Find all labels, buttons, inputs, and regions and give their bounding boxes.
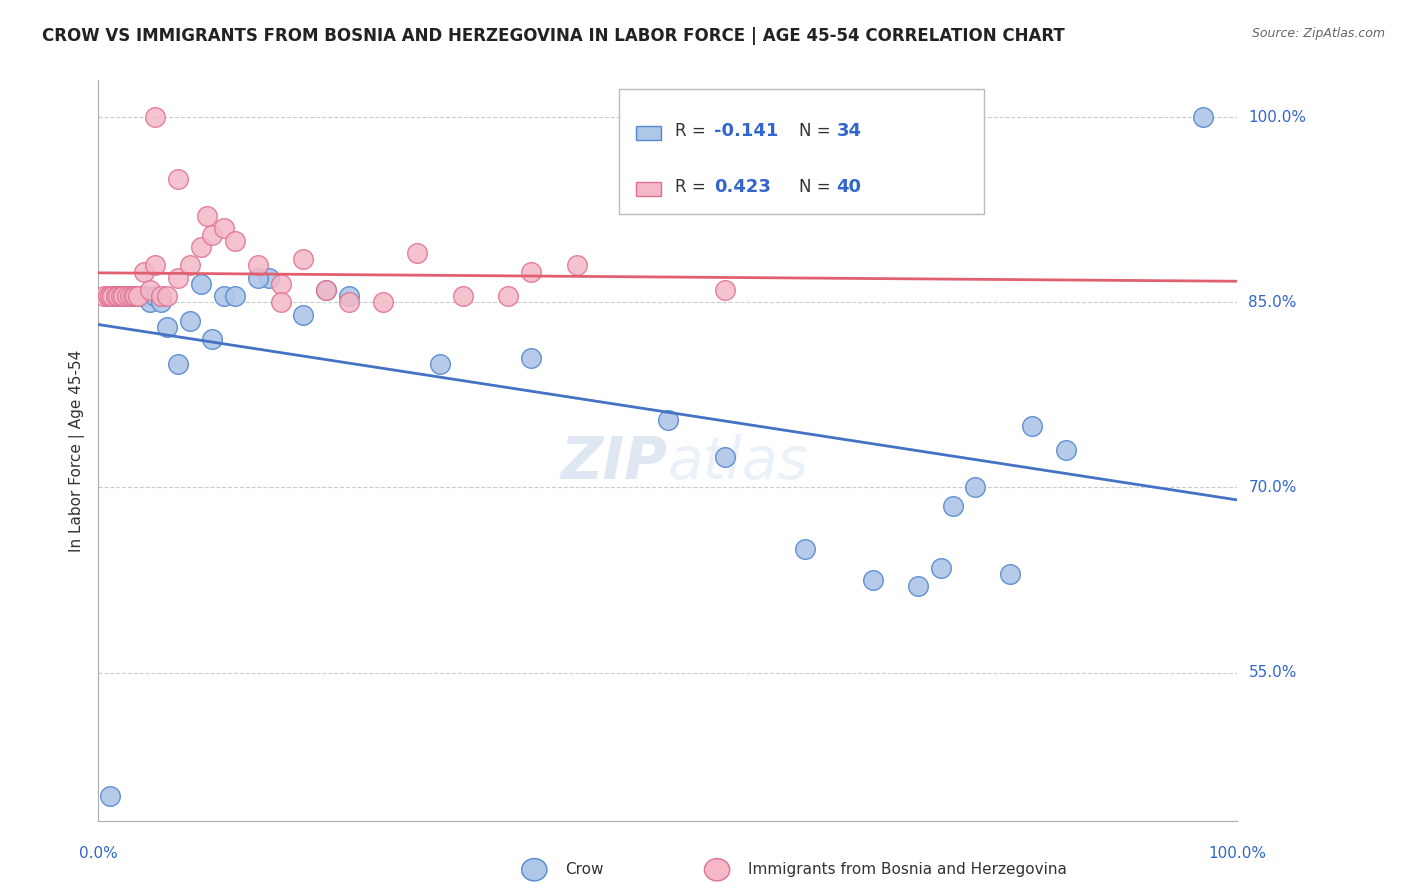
Point [167, 357, 190, 371]
Point [156, 320, 179, 334]
Point [498, 289, 520, 303]
Point [110, 289, 132, 303]
Point [179, 258, 201, 272]
Point [115, 289, 138, 303]
Point [998, 566, 1021, 581]
Point [96, 289, 118, 303]
Text: 55.0%: 55.0% [1249, 665, 1296, 680]
Text: 0.0%: 0.0% [79, 846, 118, 861]
Point [132, 289, 155, 303]
Point [132, 264, 155, 278]
Text: Immigrants from Bosnia and Herzegovina: Immigrants from Bosnia and Herzegovina [748, 863, 1067, 877]
Point [259, 270, 281, 285]
Point [127, 289, 149, 303]
Point [246, 270, 269, 285]
Point [101, 289, 124, 303]
Point [793, 542, 815, 557]
Point [714, 283, 737, 297]
Point [201, 332, 224, 346]
Text: 70.0%: 70.0% [1249, 480, 1296, 495]
Point [337, 289, 360, 303]
Point [224, 234, 246, 248]
Point [107, 289, 129, 303]
Text: Source: ZipAtlas.com: Source: ZipAtlas.com [1251, 27, 1385, 40]
Point [98, 289, 121, 303]
Text: 85.0%: 85.0% [1249, 295, 1296, 310]
Point [93, 289, 115, 303]
Point [965, 480, 987, 494]
Text: CROW VS IMMIGRANTS FROM BOSNIA AND HERZEGOVINA IN LABOR FORCE | AGE 45-54 CORREL: CROW VS IMMIGRANTS FROM BOSNIA AND HERZE… [42, 27, 1064, 45]
Text: 0.423: 0.423 [714, 178, 770, 196]
Point [520, 351, 543, 365]
Point [145, 258, 167, 272]
Point [862, 573, 884, 587]
Point [112, 289, 135, 303]
Point [337, 295, 360, 310]
Point [145, 111, 167, 125]
Point [179, 314, 201, 328]
Text: atlas: atlas [668, 434, 808, 491]
Point [121, 289, 143, 303]
Point [1021, 418, 1043, 433]
Point [110, 289, 132, 303]
Point [714, 450, 737, 464]
Point [929, 560, 952, 574]
Text: N =: N = [799, 178, 835, 196]
Text: 100.0%: 100.0% [1208, 846, 1267, 861]
Point [406, 246, 429, 260]
Text: R =: R = [675, 122, 711, 140]
Point [292, 252, 315, 267]
Point [190, 240, 212, 254]
Point [451, 289, 474, 303]
Point [212, 289, 235, 303]
Point [156, 289, 179, 303]
Point [167, 172, 190, 186]
Point [907, 579, 929, 593]
Text: N =: N = [799, 122, 835, 140]
Point [315, 283, 337, 297]
Point [429, 357, 451, 371]
Point [120, 289, 142, 303]
Point [145, 289, 167, 303]
Point [1056, 443, 1078, 458]
Point [138, 283, 160, 297]
Point [195, 209, 218, 223]
Point [565, 258, 588, 272]
Point [371, 295, 394, 310]
Point [520, 264, 543, 278]
Point [270, 277, 292, 291]
Point [315, 283, 337, 297]
Point [270, 295, 292, 310]
Point [657, 412, 679, 426]
Point [201, 227, 224, 242]
Point [124, 289, 146, 303]
Point [167, 270, 190, 285]
Y-axis label: In Labor Force | Age 45-54: In Labor Force | Age 45-54 [69, 350, 84, 551]
Text: R =: R = [675, 178, 711, 196]
Text: -0.141: -0.141 [714, 122, 779, 140]
Text: 40: 40 [837, 178, 862, 196]
Point [150, 295, 173, 310]
Point [150, 289, 173, 303]
Point [224, 289, 246, 303]
Point [138, 295, 160, 310]
Point [127, 289, 149, 303]
Point [104, 289, 127, 303]
Point [190, 277, 212, 291]
Point [121, 289, 143, 303]
Point [212, 221, 235, 235]
Text: ZIP: ZIP [561, 434, 668, 491]
Point [1192, 111, 1215, 125]
Text: Crow: Crow [565, 863, 603, 877]
Point [246, 258, 269, 272]
Point [98, 789, 121, 803]
Text: 100.0%: 100.0% [1249, 110, 1306, 125]
Point [292, 308, 315, 322]
Point [942, 499, 965, 513]
Text: 34: 34 [837, 122, 862, 140]
